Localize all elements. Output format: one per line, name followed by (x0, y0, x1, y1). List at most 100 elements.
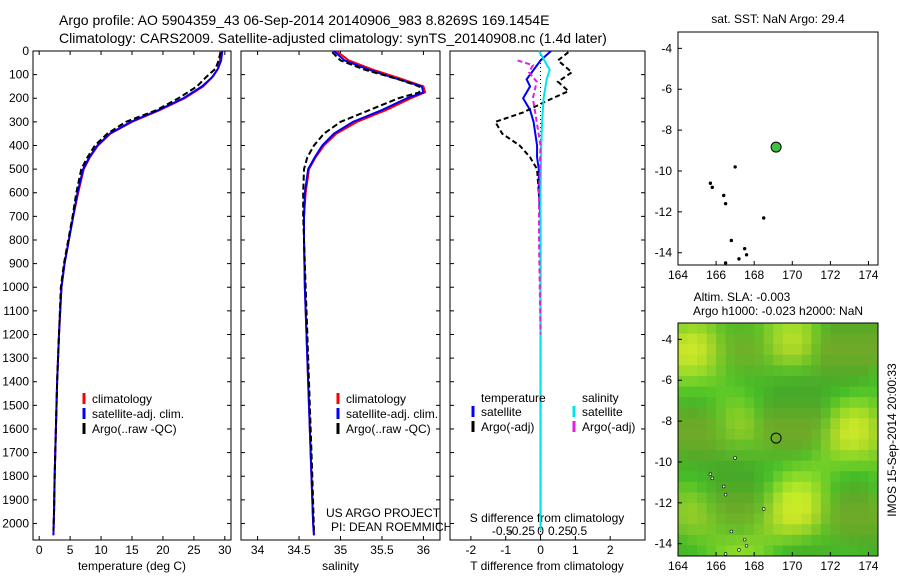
g-sla-cell (811, 428, 822, 440)
g-sla-cell (678, 323, 689, 335)
g-sla-cell (716, 524, 727, 536)
difference-panel: -2 -1 0 1 2 -0.5-0.25 0 0.25 0.5S difference fro… (449, 50, 646, 573)
g-sla-cell (744, 503, 755, 515)
g-sla-cell (773, 344, 784, 356)
g-sla-cell (763, 333, 774, 345)
g-sla-cell (849, 524, 860, 536)
g-sla-cell (839, 375, 850, 388)
g-sla-cell (858, 460, 869, 472)
g-sla-cell (839, 513, 850, 525)
g-sla-cell (687, 513, 698, 525)
g-sla-cell (678, 418, 689, 430)
g-sla-cell (858, 481, 869, 493)
g-sst-xtick-label: 168 (744, 268, 764, 282)
g-sla-cell (792, 386, 803, 398)
g-sla-cell (839, 397, 850, 409)
g-sla-cell (830, 545, 841, 557)
g-sla-cell (687, 460, 698, 472)
g-sla-cell (868, 439, 879, 451)
g-sla-cell (706, 375, 717, 388)
g-sla-cell (763, 386, 774, 398)
g-sla-cell (735, 439, 746, 451)
g-sla-cell (678, 503, 689, 515)
g-sst-island (742, 246, 747, 251)
g-sla-cell (782, 333, 793, 345)
g-sla-cell (849, 344, 860, 356)
g-sla-cell (744, 344, 755, 356)
g-sst-island (744, 253, 749, 257)
g-sla-cell (773, 534, 784, 546)
g-sla-cell (678, 545, 689, 557)
g-sla-cell (678, 428, 689, 440)
g-sla-cell (716, 375, 727, 388)
g-sla-cell (792, 513, 803, 525)
g-sla-cell (678, 439, 689, 451)
g-sla-cell (792, 375, 803, 388)
g-sla-cell (782, 323, 793, 335)
g-sla-cell (687, 354, 698, 366)
g-sla-cell (849, 418, 860, 430)
g-sla-cell (744, 428, 755, 440)
g-temp-legend-label: climatology (92, 392, 152, 406)
g-sla-cell (830, 492, 841, 504)
g-sla-cell (697, 471, 708, 483)
g-sst-island (710, 185, 714, 190)
g-sla-cell (801, 397, 812, 409)
g-sla-cell (687, 333, 698, 345)
g-sla-cell (716, 428, 727, 440)
g-sla-cell (754, 386, 765, 398)
g-sla-cell (811, 386, 822, 398)
g-sla-cell (782, 545, 793, 557)
g-sla-cell (706, 397, 717, 409)
g-temp-legend-label: Argo(..raw -QC) (92, 422, 177, 436)
g-sla-cell (830, 450, 841, 462)
g-sla-cell (801, 503, 812, 515)
difference-series-3 (517, 59, 542, 335)
g-sst-ytick-label: -4 (661, 41, 672, 55)
g-sla-cell (801, 418, 812, 430)
g-sla-cell (697, 450, 708, 462)
difference-legend-label: satellite (582, 405, 623, 419)
g-sla-cell (839, 407, 850, 419)
g-sla-cell (716, 386, 727, 398)
g-sla-ytick-label: -10 (655, 455, 673, 469)
g-sla-cell (687, 481, 698, 493)
g-temp-ytick-label: 1100 (3, 304, 29, 318)
g-sla-cell (706, 524, 717, 536)
g-sla-cell (801, 471, 812, 483)
g-temp-xtick-label: 20 (156, 543, 170, 557)
g-sla-cell (697, 333, 708, 345)
g-sla-cell (773, 492, 784, 504)
g-sla-cell (868, 481, 879, 493)
g-sla-ytick-label: -12 (655, 496, 673, 510)
g-sla-cell (782, 471, 793, 483)
g-sla-cell (858, 534, 869, 546)
g-sla-cell (678, 513, 689, 525)
g-sla-cell (782, 534, 793, 546)
g-sla-cell (830, 418, 841, 430)
g-sla-cell (830, 534, 841, 546)
g-sst-ytick-label: -8 (661, 123, 672, 137)
g-sla-cell (763, 439, 774, 451)
g-sla-cell (858, 450, 869, 462)
g-sla-cell (858, 323, 869, 335)
g-sla-cell (744, 375, 755, 388)
g-sla-cell (763, 397, 774, 409)
g-sla-cell (792, 524, 803, 536)
g-sla-cell (773, 460, 784, 472)
g-sla-cell (839, 503, 850, 515)
g-sla-cell (735, 323, 746, 335)
g-sla-cell (792, 344, 803, 356)
g-sla-frame (677, 322, 879, 557)
g-sla-cell (801, 513, 812, 525)
g-sla-xtick-label: 164 (668, 559, 688, 573)
g-sla-cell (716, 397, 727, 409)
g-temp-ytick-label: 1700 (2, 446, 29, 460)
g-sla-cell (858, 513, 869, 525)
g-sla-cell (744, 460, 755, 472)
g-sla-cell (868, 397, 879, 409)
g-sla-cell (811, 323, 822, 335)
g-sla-cell (678, 375, 689, 388)
g-sla-cell (725, 524, 736, 536)
